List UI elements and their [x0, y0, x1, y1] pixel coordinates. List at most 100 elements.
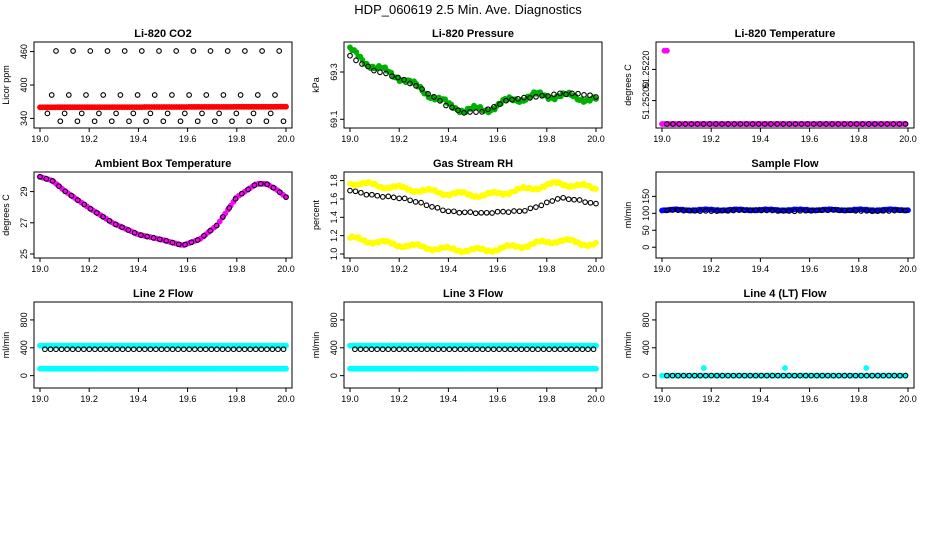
plot-frame — [33, 171, 293, 259]
data-point — [501, 346, 508, 353]
data-point — [563, 91, 569, 98]
data-point — [130, 110, 137, 117]
data-point — [853, 121, 860, 127]
data-point — [863, 372, 870, 379]
x-tick-label: 19.0 — [31, 394, 49, 404]
data-point — [106, 217, 113, 224]
data-point — [521, 94, 527, 101]
data-point — [347, 52, 353, 59]
data-point — [100, 92, 107, 98]
data-point — [42, 346, 48, 353]
data-point — [835, 121, 842, 127]
data-point — [813, 207, 820, 214]
data-point — [780, 121, 787, 127]
chart-panel-line-4-lt-flow: Line 4 (LT) Flow 19.0 19.2 19.4 19.6 19.8 20.0… — [623, 288, 917, 404]
data-point — [719, 372, 726, 379]
plot-frame — [343, 171, 603, 259]
data-point — [902, 121, 909, 127]
data-point — [473, 109, 479, 115]
data-point — [518, 346, 525, 353]
data-point — [191, 346, 198, 353]
data-point — [886, 208, 892, 214]
data-point — [874, 208, 881, 214]
data-point — [455, 107, 461, 114]
data-point — [540, 346, 547, 353]
data-point — [425, 90, 431, 97]
data-point — [144, 233, 151, 240]
data-point — [747, 207, 754, 213]
y-tick-label: 0 — [641, 373, 651, 378]
data-point — [593, 200, 599, 207]
data-point — [902, 372, 909, 379]
data-point — [70, 48, 76, 54]
data-point — [880, 207, 887, 214]
data-point — [852, 207, 859, 214]
y-axis-label: percent — [311, 199, 321, 230]
y-tick-label: 50 — [641, 225, 651, 235]
data-point — [446, 346, 453, 353]
data-point — [847, 207, 853, 214]
data-point — [700, 121, 707, 127]
data-point — [467, 109, 473, 115]
data-point — [143, 118, 149, 125]
data-point — [830, 372, 837, 379]
chart-panel-line-2-flow: Line 2 Flow 19.0 19.2 19.4 19.6 19.8 20.0 0 400 8… — [1, 288, 295, 404]
series-temp-ave — [664, 121, 909, 127]
data-point — [158, 346, 165, 353]
x-tick-label: 20.0 — [899, 394, 917, 404]
data-point — [119, 224, 125, 231]
data-point — [423, 202, 430, 209]
data-point — [694, 121, 701, 127]
data-point — [264, 346, 270, 353]
data-point — [283, 365, 289, 372]
data-point — [451, 346, 458, 353]
data-point — [802, 207, 809, 214]
data-point — [886, 372, 892, 379]
data-point — [57, 118, 64, 125]
data-point — [264, 181, 270, 188]
data-point — [836, 207, 842, 214]
x-tick-label: 19.4 — [130, 264, 148, 274]
chart-panel-gas-stream-rh: Gas Stream RH 19.0 19.2 19.4 19.6 19.8 20.0 1.0… — [311, 158, 605, 274]
data-point — [413, 83, 419, 89]
data-point — [194, 118, 201, 125]
data-point — [86, 346, 93, 353]
data-point — [489, 210, 495, 216]
series-temp-spike — [661, 47, 670, 54]
figure-title: HDP_060619 2.5 Min. Ave. Diagnostics — [354, 2, 582, 17]
data-point — [78, 110, 85, 117]
y-tick-label: 1.2 — [329, 229, 339, 242]
y-tick-label: 800 — [641, 312, 651, 327]
data-point — [216, 218, 223, 225]
data-point — [186, 92, 192, 98]
chart-panel-li-820-co2: Li-820 CO2 19.0 19.2 19.4 19.6 19.8 20.0 340 400… — [1, 28, 295, 144]
data-point — [92, 346, 98, 353]
x-tick-label: 20.0 — [277, 134, 295, 144]
data-point — [252, 346, 259, 353]
data-point — [182, 241, 188, 248]
data-point — [507, 346, 514, 353]
data-point — [533, 204, 539, 210]
data-point — [113, 110, 119, 117]
y-axis-label: ml/min — [623, 202, 633, 229]
data-point — [551, 91, 557, 98]
data-point — [706, 121, 713, 127]
data-point — [697, 208, 704, 214]
y-tick-label: 51.25200 — [641, 82, 651, 120]
data-point — [164, 110, 171, 117]
data-point — [565, 196, 572, 203]
data-point — [702, 208, 709, 214]
data-point — [401, 195, 408, 202]
data-point — [456, 209, 463, 216]
chart-panel-ambient-box-temperature: Ambient Box Temperature 19.0 19.2 19.4 19.6 1… — [1, 158, 295, 274]
data-point — [451, 208, 457, 215]
x-tick-label: 19.4 — [440, 134, 458, 144]
data-point — [535, 346, 541, 353]
data-point — [270, 184, 277, 191]
y-tick-label: 69.1 — [329, 111, 339, 129]
data-point — [440, 207, 446, 214]
data-point — [385, 193, 392, 200]
x-tick-label: 19.8 — [228, 134, 246, 144]
data-point — [395, 74, 401, 81]
data-point — [112, 221, 119, 228]
